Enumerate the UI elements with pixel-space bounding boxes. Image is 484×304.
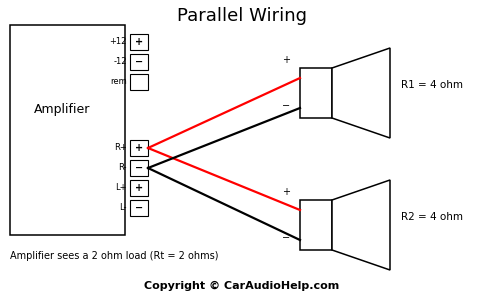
Text: −: − (135, 163, 143, 173)
Text: Amplifier: Amplifier (34, 103, 90, 116)
Text: rem: rem (110, 78, 127, 87)
Text: R-: R- (119, 164, 127, 172)
Text: +12: +12 (109, 37, 127, 47)
Polygon shape (332, 180, 390, 270)
Bar (130, 160, 148, 176)
Text: Copyright © CarAudioHelp.com: Copyright © CarAudioHelp.com (144, 281, 340, 291)
Text: +: + (135, 143, 143, 153)
Bar (130, 140, 148, 156)
Text: Parallel Wiring: Parallel Wiring (177, 7, 307, 25)
Text: −: − (135, 57, 143, 67)
Text: −: − (135, 203, 143, 213)
Bar (130, 200, 148, 216)
Polygon shape (332, 48, 390, 138)
Text: +: + (135, 183, 143, 193)
Text: −: − (282, 101, 290, 111)
Bar (130, 74, 148, 90)
Text: L-: L- (120, 203, 127, 212)
Text: R+: R+ (114, 143, 127, 153)
Text: R2 = 4 ohm: R2 = 4 ohm (401, 212, 463, 222)
Bar (130, 180, 148, 196)
Bar (300, 68, 332, 118)
Text: R1 = 4 ohm: R1 = 4 ohm (401, 80, 463, 90)
Text: +: + (282, 187, 290, 197)
Bar (10, 25, 125, 235)
Bar (300, 200, 332, 250)
Text: +: + (135, 37, 143, 47)
Bar (130, 54, 148, 70)
Text: -12: -12 (114, 57, 127, 67)
Text: +: + (282, 55, 290, 65)
Text: −: − (282, 233, 290, 243)
Bar (130, 34, 148, 50)
Text: Amplifier sees a 2 ohm load (Rt = 2 ohms): Amplifier sees a 2 ohm load (Rt = 2 ohms… (10, 251, 218, 261)
Text: L+: L+ (116, 184, 127, 192)
